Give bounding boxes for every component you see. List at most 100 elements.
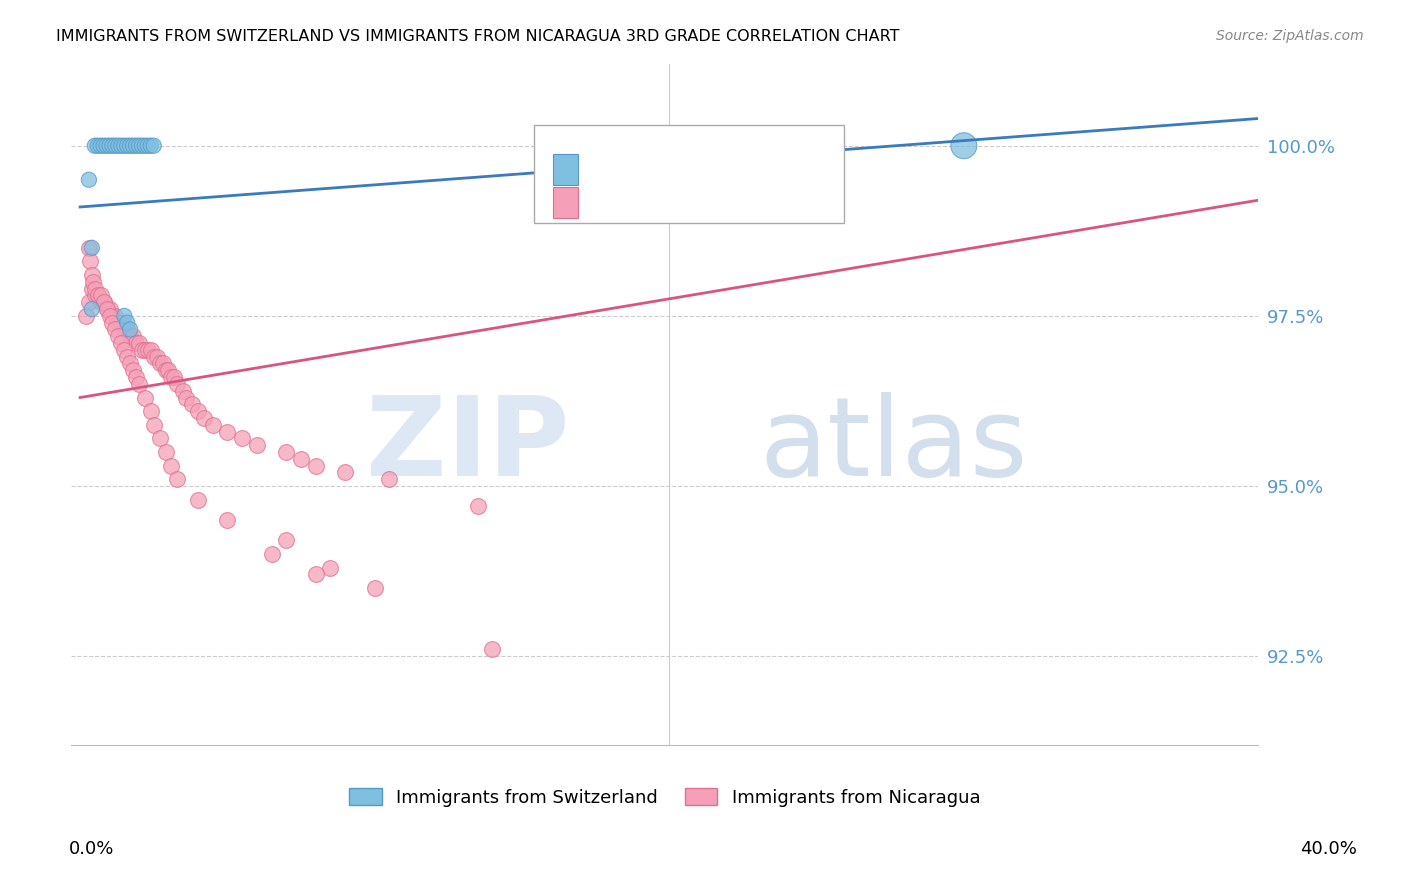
Point [93,295,115,310]
Point [166,376,188,391]
Point [217,513,239,527]
Point [260,547,283,561]
Point [139,404,162,418]
Point [128,376,150,391]
Point [98,138,121,153]
Point [104,309,127,323]
Point [115,322,138,336]
Point [83,282,105,296]
Point [139,343,162,357]
Point [122,329,145,343]
Point [93,295,115,310]
Point [134,138,156,153]
Point [193,411,215,425]
Point [149,357,172,371]
Point [290,451,312,466]
Point [82,275,104,289]
Point [363,581,385,595]
Point [128,336,150,351]
Point [115,350,138,364]
Point [80,301,103,316]
Point [80,241,103,255]
Point [378,472,401,486]
Text: IMMIGRANTS FROM SWITZERLAND VS IMMIGRANTS FROM NICARAGUA 3RD GRADE CORRELATION C: IMMIGRANTS FROM SWITZERLAND VS IMMIGRANT… [56,29,900,44]
Point [75,309,97,323]
Point [98,309,121,323]
Text: R = 0.357    N = 29: R = 0.357 N = 29 [589,154,751,172]
Text: 40.0%: 40.0% [1301,840,1357,858]
Point [335,466,357,480]
Text: 0.0%: 0.0% [69,840,114,858]
Point [112,138,135,153]
Point [96,301,118,316]
Point [155,363,177,377]
Point [110,138,132,153]
Point [160,458,183,473]
Text: Source: ZipAtlas.com: Source: ZipAtlas.com [1216,29,1364,43]
Point [217,425,239,439]
Point [319,560,342,574]
Point [115,138,138,153]
Point [96,301,118,316]
Point [145,350,167,364]
Point [276,533,298,548]
Point [125,336,148,351]
Point [187,404,209,418]
Point [131,138,153,153]
Legend: Immigrants from Switzerland, Immigrants from Nicaragua: Immigrants from Switzerland, Immigrants … [342,781,988,814]
Point [98,301,121,316]
Point [87,138,110,153]
Point [107,329,129,343]
Point [115,316,138,330]
Point [276,445,298,459]
Point [142,138,165,153]
Point [90,288,112,302]
Point [122,363,145,377]
Point [305,567,328,582]
Point [83,288,105,302]
Point [174,391,197,405]
Point [101,309,124,323]
Point [90,295,112,310]
Point [139,138,162,153]
Point [112,343,135,357]
Point [101,138,124,153]
Point [149,431,172,445]
Point [77,173,100,187]
Point [688,138,710,153]
Point [136,343,159,357]
Point [201,417,224,432]
Text: atlas: atlas [759,392,1028,499]
Point [120,138,142,153]
Point [80,268,103,282]
Point [83,138,105,153]
Point [80,282,103,296]
Point [155,445,177,459]
Point [104,322,127,336]
Point [163,370,186,384]
Point [93,138,115,153]
Point [107,138,129,153]
Point [122,138,145,153]
Point [305,458,328,473]
Point [101,316,124,330]
Point [107,316,129,330]
Point [166,472,188,486]
Text: R = 0.355    N = 83: R = 0.355 N = 83 [589,187,751,205]
Point [142,417,165,432]
Point [467,500,489,514]
Point [87,288,110,302]
Point [246,438,269,452]
Point [187,492,209,507]
Point [142,350,165,364]
Point [110,316,132,330]
Point [125,138,148,153]
Point [157,363,180,377]
Point [110,336,132,351]
Point [120,322,142,336]
Point [125,370,148,384]
Point [112,322,135,336]
Point [90,138,112,153]
Point [77,295,100,310]
Point [128,138,150,153]
